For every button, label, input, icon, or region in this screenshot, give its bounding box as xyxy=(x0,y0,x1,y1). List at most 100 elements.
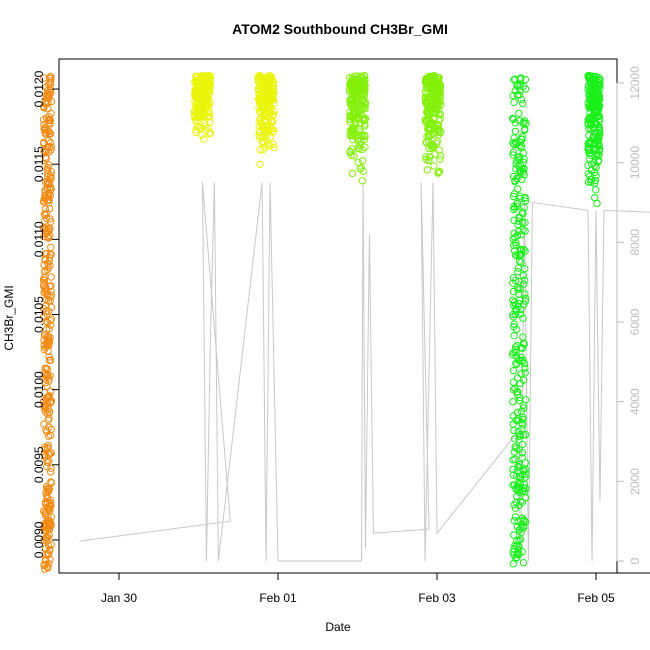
data-point xyxy=(514,415,522,423)
data-point xyxy=(360,96,368,104)
data-point xyxy=(263,141,272,149)
data-point xyxy=(270,107,278,116)
data-point xyxy=(44,564,52,572)
plot-frame xyxy=(58,58,618,574)
data-point xyxy=(589,102,597,110)
data-point xyxy=(435,116,443,125)
data-point xyxy=(269,80,277,88)
data-point xyxy=(346,112,355,121)
data-point xyxy=(514,286,522,294)
data-point xyxy=(262,81,270,90)
y-tick-label: 0.0095 xyxy=(32,446,46,483)
data-point xyxy=(360,78,368,87)
data-point xyxy=(43,332,52,341)
data-point xyxy=(517,407,526,415)
data-point xyxy=(361,132,369,141)
data-point xyxy=(519,314,527,322)
y-tick-label: 0.0110 xyxy=(32,221,46,257)
data-point xyxy=(347,151,355,160)
data-point xyxy=(511,87,519,95)
data-point xyxy=(518,175,526,184)
data-point xyxy=(520,340,528,348)
data-point xyxy=(203,78,212,86)
data-point xyxy=(47,287,55,296)
data-point xyxy=(44,127,52,136)
data-point xyxy=(354,72,362,80)
data-point xyxy=(355,145,364,153)
data-point xyxy=(511,177,519,186)
data-point xyxy=(46,262,54,270)
data-point xyxy=(430,162,438,170)
data-point xyxy=(46,297,55,305)
data-point xyxy=(509,115,518,124)
data-point xyxy=(47,468,55,476)
data-point xyxy=(511,435,519,443)
data-point xyxy=(513,537,521,545)
data-point xyxy=(426,103,434,111)
data-point xyxy=(521,75,530,84)
data-point xyxy=(510,531,518,539)
data-point xyxy=(509,456,517,464)
data-point xyxy=(515,296,524,304)
data-point xyxy=(510,448,518,456)
data-point xyxy=(519,415,527,424)
data-point xyxy=(201,119,209,127)
data-point xyxy=(40,420,48,428)
data-point xyxy=(44,116,53,124)
data-point xyxy=(595,112,603,120)
data-point xyxy=(45,374,53,382)
data-point xyxy=(510,517,518,525)
data-point xyxy=(358,97,367,106)
data-point xyxy=(346,100,354,108)
data-point xyxy=(46,204,54,213)
data-point xyxy=(47,513,55,521)
data-point xyxy=(39,116,48,124)
x-tick-label: Jan 30 xyxy=(101,591,137,605)
data-point xyxy=(47,77,55,85)
data-point xyxy=(586,139,594,147)
data-point xyxy=(595,156,603,165)
data-point xyxy=(264,102,272,111)
data-point xyxy=(40,561,48,570)
gray-line xyxy=(79,182,650,562)
data-point xyxy=(195,103,204,112)
data-point xyxy=(515,299,523,308)
y-tick-label: 0.0100 xyxy=(32,371,46,408)
data-point xyxy=(40,104,48,112)
data-point xyxy=(44,163,52,172)
data-point xyxy=(513,140,521,148)
data-point xyxy=(421,78,430,86)
data-point xyxy=(361,86,369,94)
y-axis-label: CH3Br_GMI xyxy=(2,285,16,350)
data-point xyxy=(520,126,529,134)
data-point xyxy=(422,138,431,146)
data-point xyxy=(514,462,522,471)
data-point xyxy=(359,167,367,175)
data-point xyxy=(517,96,526,104)
data-point xyxy=(592,130,600,138)
data-point xyxy=(349,123,358,132)
data-point xyxy=(520,245,528,254)
data-point xyxy=(518,454,526,462)
data-point xyxy=(358,177,366,185)
data-point xyxy=(359,90,367,99)
data-point xyxy=(43,310,51,318)
data-point xyxy=(40,210,49,219)
data-point xyxy=(198,131,206,139)
data-point xyxy=(41,256,49,264)
data-point xyxy=(47,425,55,434)
y2-tick-label: 2000 xyxy=(628,468,642,495)
data-point xyxy=(517,310,525,318)
data-point xyxy=(356,119,364,128)
data-point xyxy=(195,84,203,93)
data-point xyxy=(44,487,53,496)
data-point xyxy=(429,84,438,93)
data-points xyxy=(39,71,604,573)
data-point xyxy=(40,388,49,397)
data-point xyxy=(47,282,55,290)
data-point xyxy=(255,131,263,140)
data-point xyxy=(258,105,266,114)
data-point xyxy=(587,176,595,184)
